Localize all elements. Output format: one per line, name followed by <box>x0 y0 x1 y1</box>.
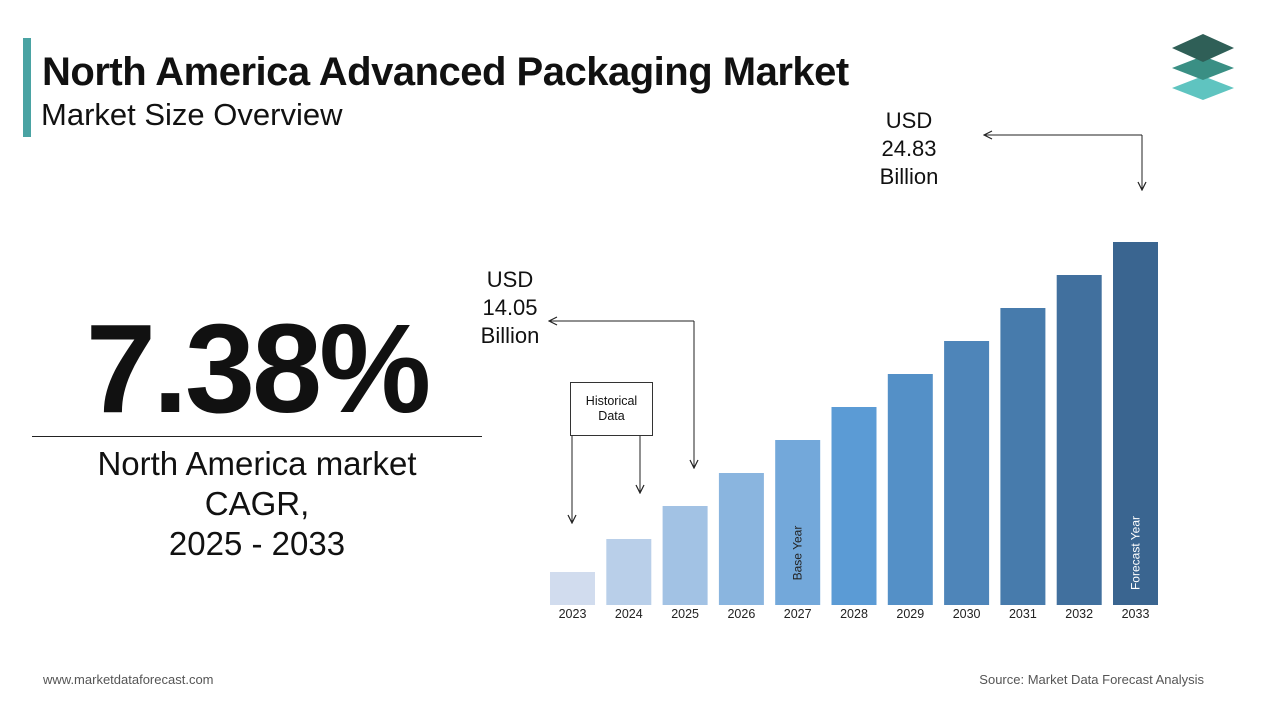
bar-2030 <box>944 341 990 605</box>
bar-2026 <box>718 473 764 605</box>
bar-annotation-label: Base Year <box>791 526 805 581</box>
cagr-divider <box>32 436 482 437</box>
x-tick-label: 2031 <box>1009 607 1037 621</box>
bar-2025 <box>662 506 708 605</box>
cagr-caption: North America market CAGR, 2025 - 2033 <box>32 444 482 564</box>
end-value-callout: USD 24.83 Billion <box>866 107 952 191</box>
title-accent-bar <box>23 38 31 137</box>
x-tick-label: 2027 <box>784 607 812 621</box>
cagr-caption-line: 2025 - 2033 <box>168 525 346 562</box>
x-tick-label: 2030 <box>953 607 981 621</box>
bar-2027 <box>775 440 821 605</box>
x-tick-label: 2023 <box>559 607 587 621</box>
page-subtitle: Market Size Overview <box>41 97 343 132</box>
x-tick-label: 2032 <box>1065 607 1093 621</box>
callout-line: Billion <box>480 323 540 348</box>
footer-source: Source: Market Data Forecast Analysis <box>979 672 1204 687</box>
bar-2033 <box>1113 242 1158 605</box>
cagr-caption-line: CAGR, <box>204 485 310 522</box>
layers-logo-icon <box>1172 34 1234 100</box>
x-tick-label: 2033 <box>1122 607 1150 621</box>
x-tick-label: 2028 <box>840 607 868 621</box>
bar-annotation-label: Forecast Year <box>1129 516 1143 590</box>
callout-line: USD <box>885 108 933 133</box>
page-title: North America Advanced Packaging Market <box>42 50 849 94</box>
bar-2023 <box>550 572 595 605</box>
callout-line: Billion <box>879 164 939 189</box>
callout-line: 24.83 <box>881 136 937 161</box>
x-tick-label: 2026 <box>727 607 755 621</box>
bar-2031 <box>1000 308 1046 605</box>
bar-2028 <box>831 407 877 605</box>
historical-data-box: Historical Data <box>570 382 653 436</box>
bar-2024 <box>606 539 652 605</box>
footer-website: www.marketdataforecast.com <box>43 672 214 687</box>
historical-box-line: Data <box>598 409 625 423</box>
start-value-callout: USD 14.05 Billion <box>470 266 550 350</box>
cagr-caption-line: North America market <box>97 445 417 482</box>
callout-line: 14.05 <box>482 295 538 320</box>
x-tick-label: 2025 <box>671 607 699 621</box>
bar-2032 <box>1056 275 1102 605</box>
callout-line: USD <box>486 267 534 292</box>
cagr-value: 7.38% <box>85 298 431 439</box>
callout-arrows <box>549 135 1142 523</box>
bar-2029 <box>887 374 933 605</box>
x-tick-label: 2029 <box>896 607 924 621</box>
x-tick-label: 2024 <box>615 607 643 621</box>
historical-box-line: Historical <box>585 394 638 408</box>
